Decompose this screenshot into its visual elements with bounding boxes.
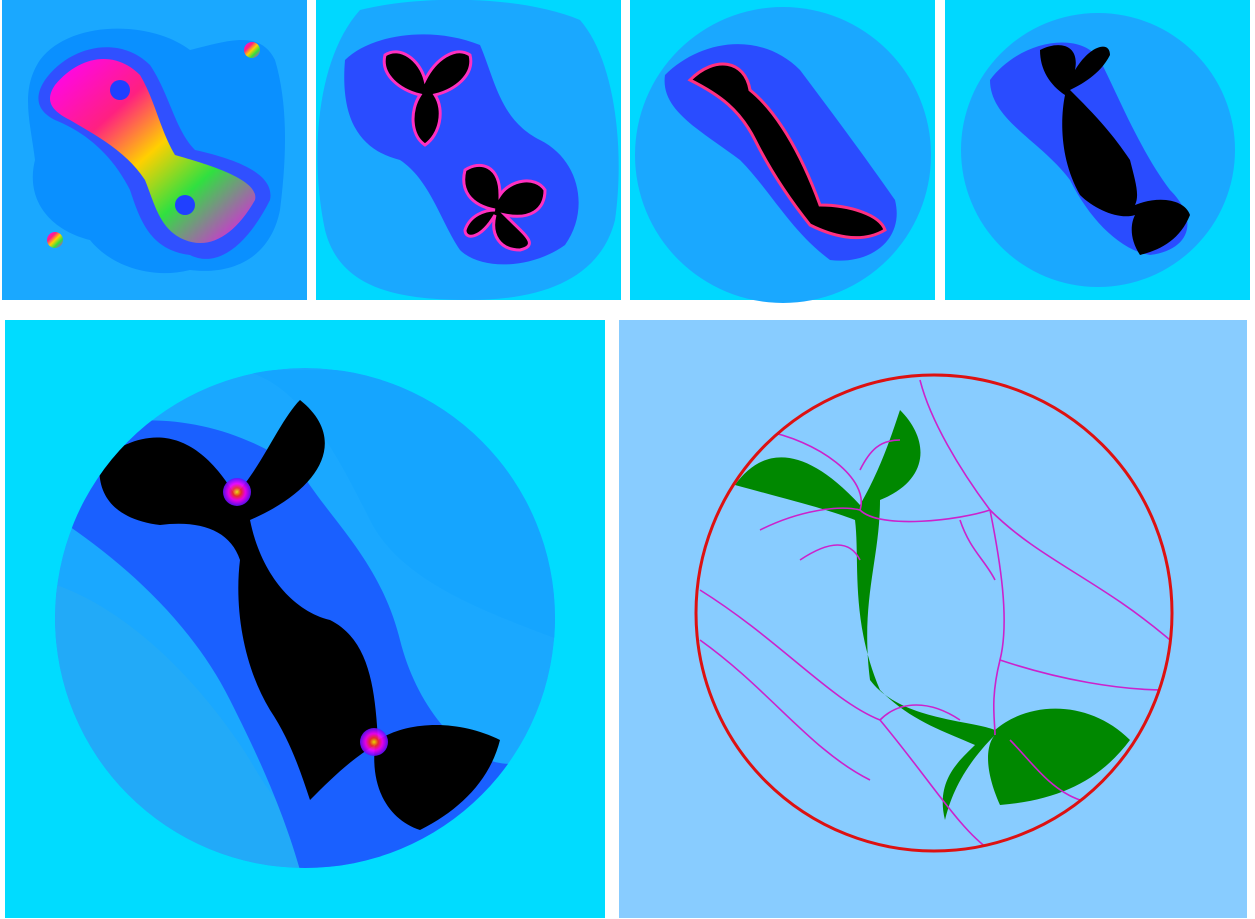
panel-zoom-outline	[619, 320, 1247, 918]
fractal-island	[47, 232, 63, 248]
panel-4	[945, 0, 1250, 300]
disc-content	[699, 379, 1171, 851]
black-lobe	[462, 163, 547, 252]
black-lobe	[382, 50, 473, 147]
disc-content	[55, 368, 555, 868]
unit-circle	[694, 373, 1174, 853]
panel-background	[619, 320, 1247, 918]
black-region	[1040, 45, 1190, 256]
junction-point	[223, 478, 251, 506]
fractal-body	[50, 58, 256, 244]
panel-3	[630, 0, 935, 303]
black-region	[687, 62, 887, 240]
fractal-island	[244, 42, 260, 58]
green-region	[735, 410, 1130, 820]
panel-zoom-colored	[5, 320, 605, 918]
fractal-center	[110, 80, 130, 100]
boundary-lines	[699, 379, 1171, 851]
fractal-center	[175, 195, 195, 215]
panel-2	[316, 0, 621, 300]
panel-1	[2, 0, 307, 300]
junction-point	[360, 728, 388, 756]
black-region	[99, 400, 500, 830]
